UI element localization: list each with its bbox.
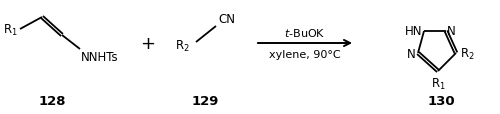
Text: NNHTs: NNHTs bbox=[81, 51, 118, 63]
Text: R$_1$: R$_1$ bbox=[430, 76, 446, 91]
Text: +: + bbox=[140, 35, 156, 53]
Text: N: N bbox=[407, 47, 416, 60]
Text: xylene, 90°C: xylene, 90°C bbox=[269, 50, 341, 60]
Text: 128: 128 bbox=[38, 95, 66, 108]
Text: R$_1$: R$_1$ bbox=[3, 22, 18, 37]
Text: R$_2$: R$_2$ bbox=[460, 46, 474, 61]
Text: $t$-BuOK: $t$-BuOK bbox=[284, 27, 326, 39]
Text: R$_2$: R$_2$ bbox=[175, 38, 190, 53]
Text: 129: 129 bbox=[192, 95, 218, 108]
Text: 130: 130 bbox=[427, 95, 455, 108]
Text: CN: CN bbox=[218, 13, 235, 26]
Text: N: N bbox=[447, 24, 456, 37]
Text: HN: HN bbox=[404, 24, 422, 37]
